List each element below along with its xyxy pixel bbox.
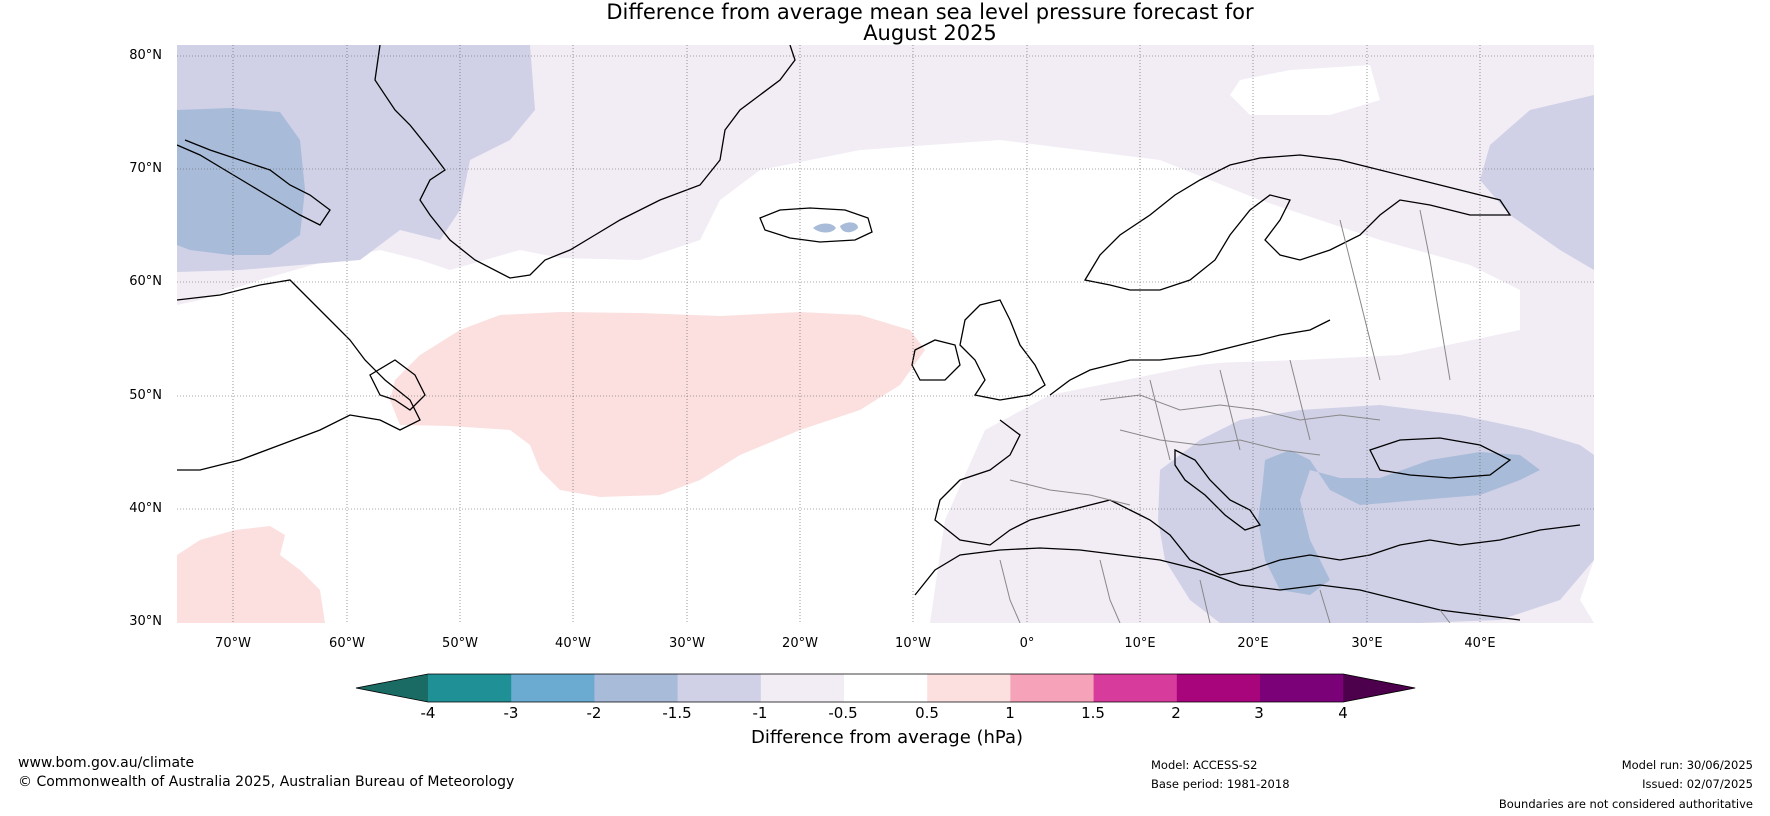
cbar-tick: -0.5: [828, 704, 858, 722]
anomaly-region-minus-1.5: [177, 108, 305, 255]
colorbar-swatch: [1260, 674, 1344, 702]
lon-label-0: 0°: [1019, 636, 1035, 651]
iceland-coast: [759, 207, 873, 243]
colorbar-swatch: [1176, 674, 1261, 702]
africa-coast: [914, 547, 1521, 621]
lat-label-80N: 80°N: [129, 48, 162, 63]
anomaly-region-plus-0.5-atlantic: [390, 312, 925, 497]
lon-label-10E: 10°E: [1124, 636, 1156, 651]
colorbar-swatch: [677, 674, 762, 702]
footer-url: www.bom.gov.au/climate: [18, 755, 195, 771]
footer-disclaimer: Boundaries are not considered authoritat…: [1498, 797, 1753, 811]
anomaly-region-minus-1.5-iceland: [813, 222, 858, 233]
europe-mainland-coast: [934, 319, 1581, 576]
anomaly-region-minus-1.5-aegean: [1258, 450, 1540, 595]
pressure-anomaly-field: [177, 45, 1594, 623]
newfoundland-coast: [369, 359, 426, 411]
neutral-region-north: [1230, 65, 1380, 115]
country-boundaries: [999, 209, 1451, 623]
lat-label-40N: 40°N: [129, 501, 162, 516]
british-isles-coast: [959, 299, 1046, 401]
graticule: [177, 45, 1594, 623]
cbar-tick: -2: [586, 704, 602, 722]
coastlines: [177, 45, 1581, 621]
colorbar-swatch: [594, 674, 679, 702]
lon-label-70W: 70°W: [215, 636, 251, 651]
scandinavia-coast: [1083, 154, 1512, 291]
cbar-tick: 2: [1171, 704, 1181, 722]
colorbar-swatch: [1093, 674, 1178, 702]
lat-label-30N: 30°N: [129, 614, 162, 629]
lon-label-20E: 20°E: [1237, 636, 1269, 651]
lat-label-60N: 60°N: [129, 274, 162, 289]
cbar-tick: 3: [1254, 704, 1264, 722]
footer-base-period: Base period: 1981-2018: [1151, 777, 1290, 791]
lon-label-30W: 30°W: [669, 636, 705, 651]
colorbar-swatch: [927, 674, 1011, 702]
title-line-1: Difference from average mean sea level p…: [606, 0, 1254, 24]
footer-issued: Issued: 02/07/2025: [1642, 777, 1753, 791]
cbar-tick: -3: [503, 704, 519, 722]
cbar-tick: -1.5: [662, 704, 692, 722]
cbar-tick: -4: [420, 704, 436, 722]
lon-label-20W: 20°W: [782, 636, 818, 651]
colorbar-extend-low: [356, 674, 428, 702]
lon-label-40W: 40°W: [555, 636, 591, 651]
anomaly-region-plus-0.5-southwest: [177, 526, 325, 623]
footer-model: Model: ACCESS-S2: [1151, 758, 1258, 772]
colorbar-outline: [355, 673, 1416, 703]
cbar-tick: 1: [1005, 704, 1015, 722]
colorbar-swatches: [355, 673, 1416, 703]
lon-label-50W: 50°W: [442, 636, 478, 651]
italy-coast: [1174, 448, 1262, 531]
ireland-coast: [911, 339, 961, 381]
lon-label-30E: 30°E: [1351, 636, 1383, 651]
lon-label-10W: 10°W: [895, 636, 931, 651]
black-sea-coast: [1369, 437, 1512, 479]
colorbar-swatch: [760, 674, 845, 702]
colorbar-extend-high: [1343, 674, 1416, 702]
lat-label-70N: 70°N: [129, 161, 162, 176]
cbar-tick: 0.5: [915, 704, 939, 722]
cbar-tick: 4: [1338, 704, 1348, 722]
lon-label-40E: 40°E: [1464, 636, 1496, 651]
colorbar-swatch: [428, 674, 512, 702]
anomaly-region-minus-1-east: [1480, 95, 1594, 270]
lat-label-50N: 50°N: [129, 388, 162, 403]
greenland-coast: [374, 45, 796, 279]
colorbar-swatch: [511, 674, 595, 702]
colorbar-label: Difference from average (hPa): [750, 727, 1024, 748]
footer-model-run: Model run: 30/06/2025: [1621, 758, 1753, 772]
colorbar-swatch: [1010, 674, 1095, 702]
cbar-tick: -1: [752, 704, 768, 722]
cbar-tick: 1.5: [1081, 704, 1105, 722]
colorbar-swatch: [844, 674, 928, 702]
lon-label-60W: 60°W: [329, 636, 365, 651]
title-line-2: August 2025: [863, 21, 997, 45]
neutral-region-europe: [1040, 280, 1520, 395]
labrador-coast: [177, 279, 421, 471]
footer-copyright: © Commonwealth of Australia 2025, Austra…: [18, 774, 515, 790]
baffin-island-coast: [177, 139, 331, 226]
